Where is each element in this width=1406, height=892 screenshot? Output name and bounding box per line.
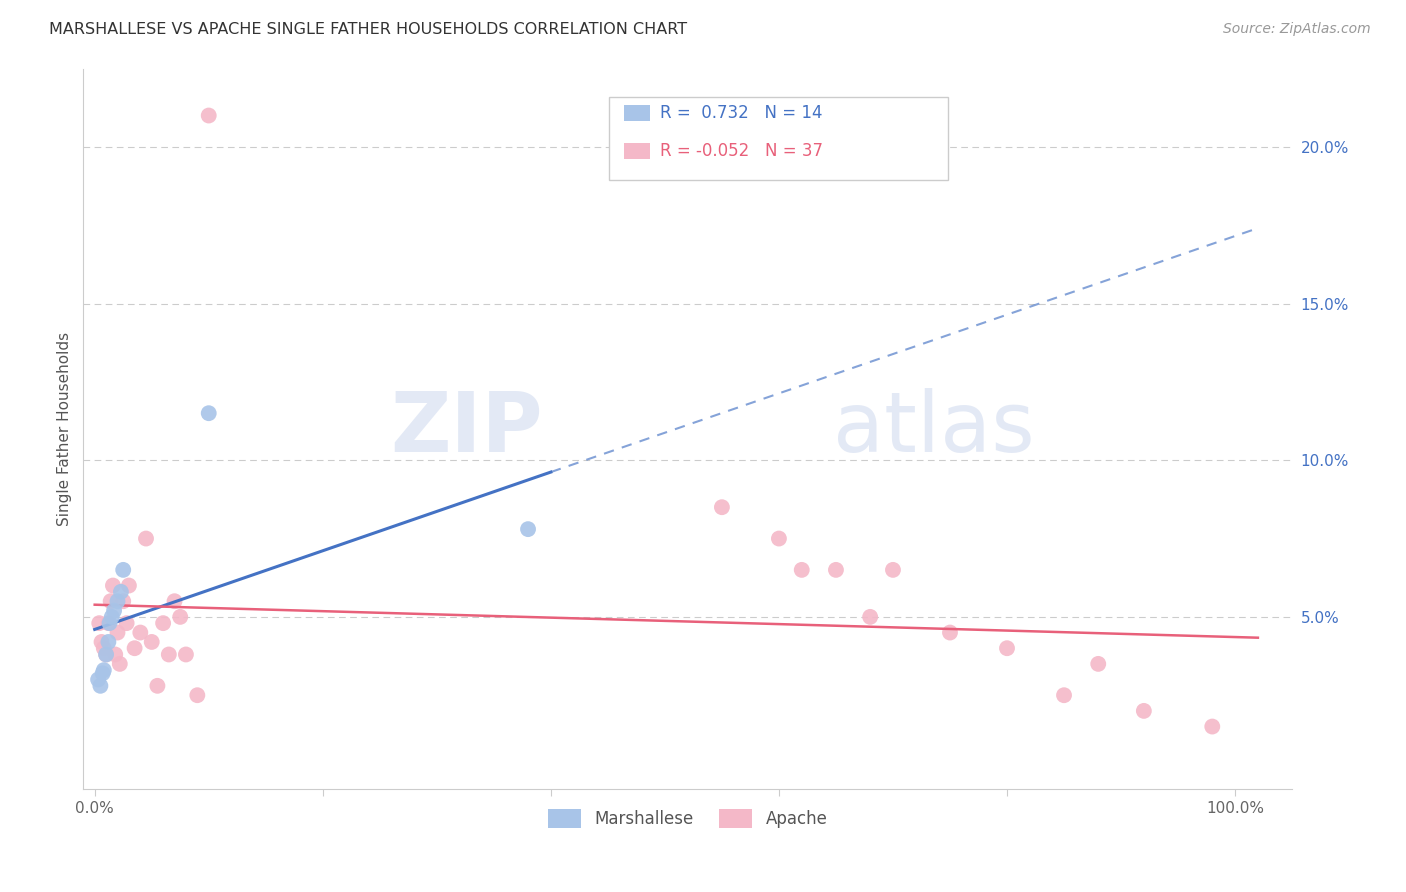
Y-axis label: Single Father Households: Single Father Households [58,332,72,526]
Point [124,641,146,656]
Text: MARSHALLESE VS APACHE SINGLE FATHER HOUSEHOLDS CORRELATION CHART: MARSHALLESE VS APACHE SINGLE FATHER HOUS… [49,22,688,37]
Point [87,673,110,687]
Point [103,604,125,618]
Point [89,616,111,631]
Point [97,635,120,649]
Point [1053,688,1076,702]
Point [93,641,115,656]
Point [141,635,163,649]
Point [859,610,882,624]
Point [100,594,122,608]
Point [97,616,120,631]
FancyBboxPatch shape [624,105,650,121]
Point [768,532,790,546]
Point [790,563,813,577]
Point [197,406,219,420]
FancyBboxPatch shape [609,97,948,180]
Legend: Marshallese, Apache: Marshallese, Apache [541,803,834,835]
Point [152,616,174,631]
Point [825,563,848,577]
Point [98,616,121,631]
Point [110,584,132,599]
Point [995,641,1018,656]
Point [882,563,904,577]
Point [112,594,135,608]
Text: Source: ZipAtlas.com: Source: ZipAtlas.com [1223,22,1371,37]
Point [186,688,208,702]
Point [94,648,117,662]
Point [169,610,191,624]
Point [118,578,141,592]
Point [135,532,157,546]
Point [197,109,219,123]
Point [91,666,114,681]
Point [107,594,129,608]
Text: ZIP: ZIP [389,388,543,469]
Point [107,625,129,640]
Point [1133,704,1156,718]
Text: atlas: atlas [832,388,1035,469]
Point [93,663,115,677]
Text: R =  0.732   N = 14: R = 0.732 N = 14 [659,104,823,122]
Point [939,625,962,640]
Point [163,594,186,608]
Point [157,648,180,662]
Point [710,500,733,515]
Point [101,610,124,624]
Point [146,679,169,693]
Point [101,578,124,592]
Point [129,625,152,640]
Point [517,522,540,536]
Point [90,635,112,649]
Point [112,563,135,577]
Point [1201,720,1223,734]
Text: R = -0.052   N = 37: R = -0.052 N = 37 [659,142,823,160]
Point [1087,657,1109,671]
FancyBboxPatch shape [624,143,650,159]
Point [115,616,138,631]
Point [174,648,197,662]
Point [94,648,117,662]
Point [104,648,127,662]
Point [108,657,131,671]
Point [89,679,111,693]
